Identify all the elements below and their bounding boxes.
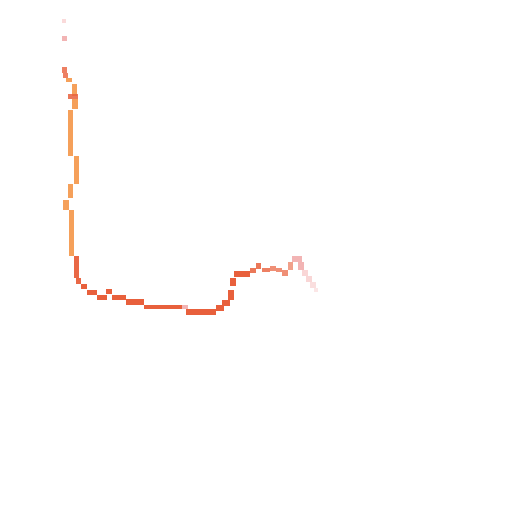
stroke-pixel xyxy=(97,295,107,300)
stroke-pixel xyxy=(250,268,256,273)
stroke-pixel xyxy=(112,295,126,300)
pixel-path-stroke xyxy=(62,19,318,315)
stroke-pixel xyxy=(126,299,144,305)
stroke-pixel xyxy=(72,99,78,109)
stroke-pixel xyxy=(310,282,316,288)
stroke-pixel xyxy=(68,94,78,99)
stroke-pixel xyxy=(302,270,308,276)
stroke-pixel xyxy=(68,110,73,156)
stroke-pixel xyxy=(69,210,74,256)
stroke-pixel xyxy=(314,288,318,292)
stroke-pixel xyxy=(292,256,302,262)
stroke-pixel xyxy=(234,271,250,277)
stroke-pixel xyxy=(306,276,312,282)
stroke-pixel xyxy=(72,84,77,96)
stroke-pixel xyxy=(74,156,79,184)
stroke-pixel xyxy=(256,263,261,269)
stroke-pixel xyxy=(270,266,276,271)
stroke-pixel xyxy=(62,36,67,41)
stroke-pixel xyxy=(182,305,188,309)
stroke-pixel xyxy=(63,73,68,78)
stroke-pixel xyxy=(282,270,288,276)
stroke-pixel xyxy=(230,278,236,286)
stroke-pixel xyxy=(298,262,304,270)
stroke-pixel xyxy=(76,278,81,284)
stroke-pixel xyxy=(66,78,72,82)
stroke-pixel xyxy=(276,268,282,272)
stroke-pixel xyxy=(63,200,69,210)
stroke-pixel xyxy=(144,305,182,309)
stroke-pixel xyxy=(216,305,224,311)
stroke-pixel xyxy=(228,290,234,300)
stroke-pixel xyxy=(87,290,97,295)
stroke-pixel xyxy=(62,67,67,73)
stroke-pixel xyxy=(74,256,79,278)
stroke-pixel xyxy=(262,268,270,272)
stroke-pixel xyxy=(62,19,66,23)
stroke-pixel xyxy=(68,184,73,198)
stroke-pixel xyxy=(186,309,216,315)
stroke-pixel xyxy=(222,300,230,306)
stroke-pixel xyxy=(106,289,112,294)
stroke-pixel xyxy=(81,284,87,289)
stroke-pixel xyxy=(288,262,293,270)
